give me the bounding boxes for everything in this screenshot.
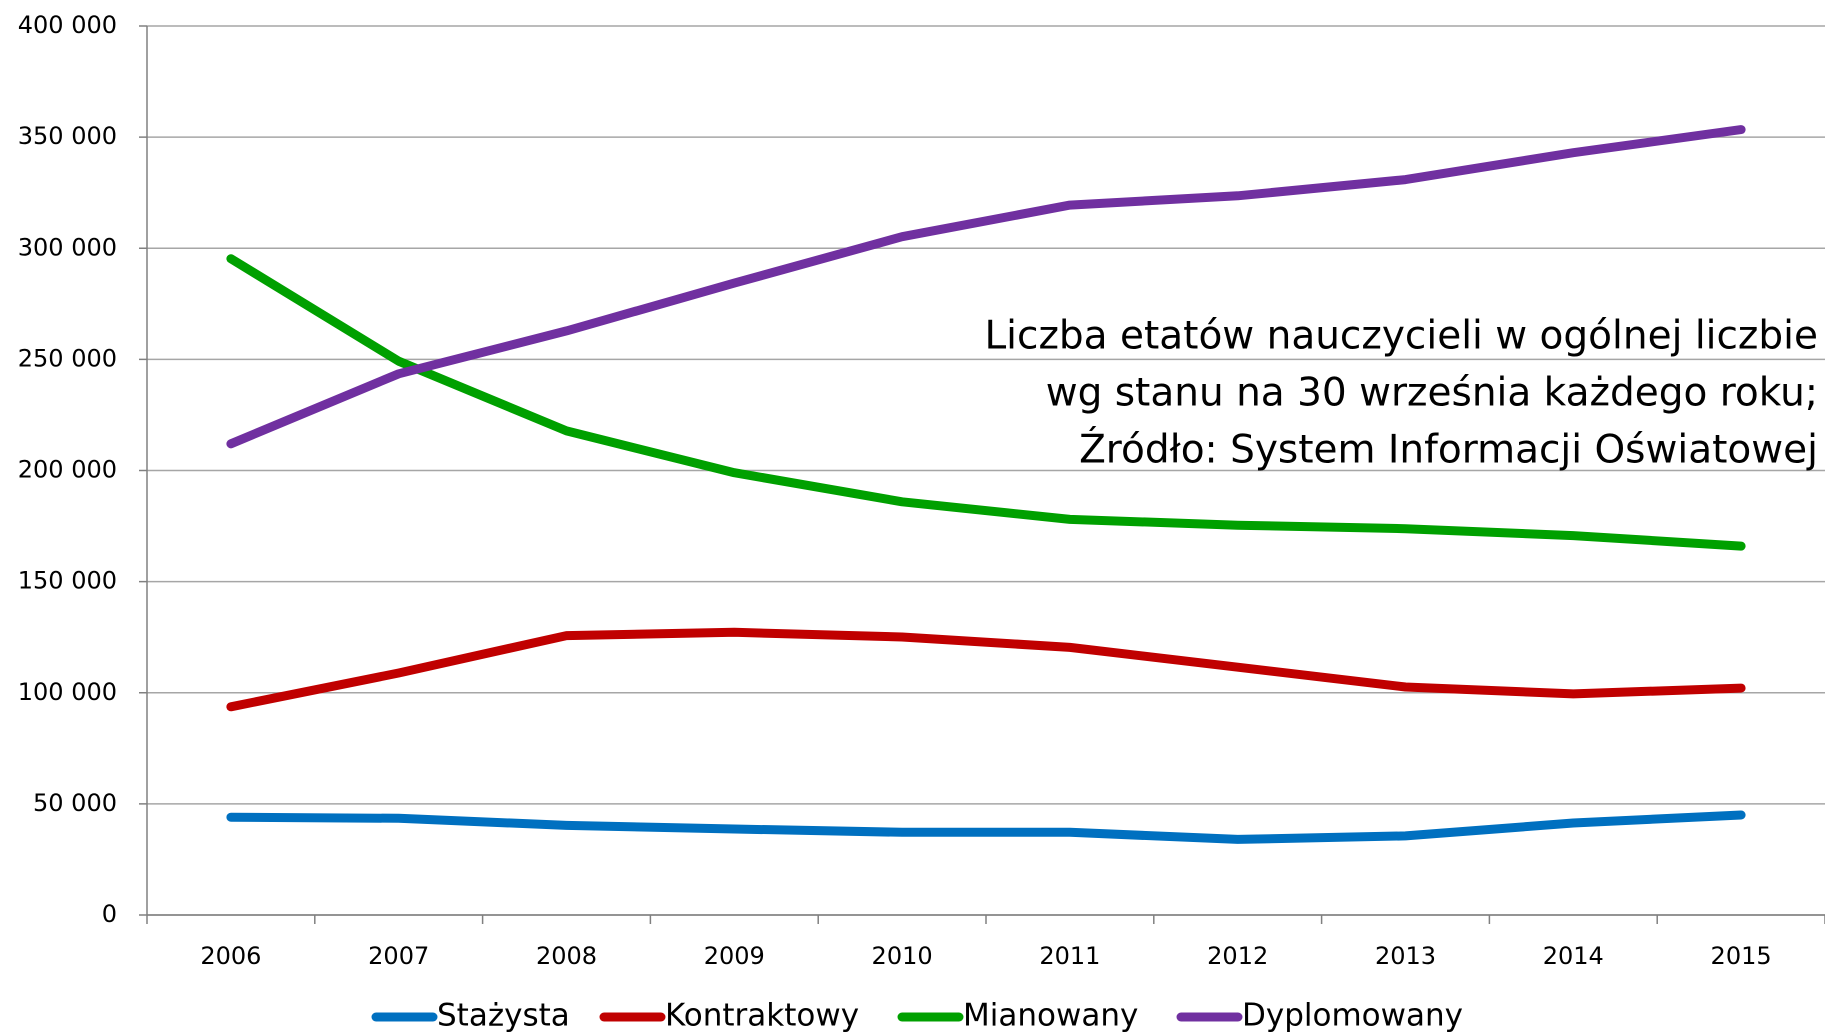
- x-tick-label: 2011: [1039, 942, 1100, 970]
- series-line: [226, 125, 1746, 449]
- x-tick-label: 2010: [872, 942, 933, 970]
- y-tick-label: 50 000: [33, 789, 117, 817]
- y-tick-label: 200 000: [18, 456, 117, 484]
- legend-label: Mianowany: [963, 998, 1138, 1034]
- legend-label: Stażysta: [437, 998, 570, 1034]
- y-tick-label: 300 000: [18, 233, 117, 261]
- y-tick-label: 150 000: [18, 567, 117, 595]
- annotation: wg stanu na 30 września każdego roku;: [1046, 371, 1818, 416]
- y-tick-label: 350 000: [18, 122, 117, 150]
- x-tick-label: 2008: [536, 942, 597, 970]
- y-tick-label: 400 000: [18, 11, 117, 39]
- legend-label: Dyplomowany: [1242, 998, 1463, 1034]
- x-tick-label: 2012: [1207, 942, 1268, 970]
- x-tick-label: 2007: [368, 942, 429, 970]
- series-line: [226, 627, 1746, 712]
- x-tick-label: 2015: [1711, 942, 1772, 970]
- y-tick-label: 250 000: [18, 344, 117, 372]
- x-tick-label: 2009: [704, 942, 765, 970]
- annotation: Liczba etatów nauczycieli w ogólnej licz…: [984, 314, 1818, 359]
- annotation: Źródło: System Informacji Oświatowej: [1079, 426, 1818, 473]
- legend-label: Kontraktowy: [665, 998, 859, 1034]
- x-tick-label: 2014: [1543, 942, 1604, 970]
- x-tick-label: 2006: [200, 942, 261, 970]
- x-tick-label: 2013: [1375, 942, 1436, 970]
- series-line: [226, 254, 1746, 551]
- y-tick-label: 0: [102, 900, 117, 928]
- series-line: [226, 810, 1746, 844]
- y-tick-label: 100 000: [18, 678, 117, 706]
